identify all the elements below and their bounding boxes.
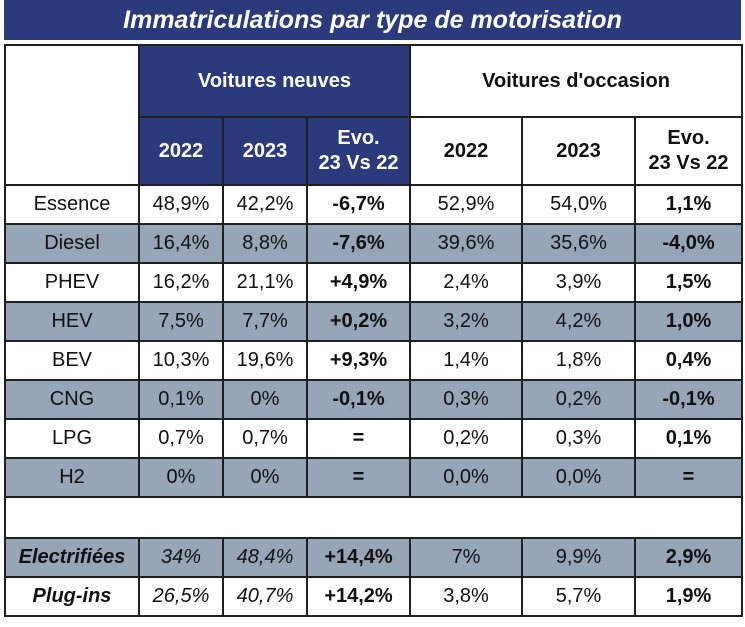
data-cell: 0,2% [521,379,637,420]
data-cell: 34% [138,537,224,578]
data-cell: 0,7% [138,418,224,459]
group-header-used: Voitures d'occasion [409,44,744,118]
data-cell: -7,6% [305,223,412,264]
data-cell: 19,6% [222,340,308,381]
data-cell: 26,5% [138,576,224,617]
data-cell: 0% [138,457,224,498]
table-row: H2 0% 0% = 0,0% 0,0% = [4,457,744,498]
evo-line2: 23 Vs 22 [648,152,729,174]
corner-cell [4,44,140,186]
data-cell: 1,4% [409,340,524,381]
data-cell: 0,1% [634,418,744,459]
data-cell: 0,2% [409,418,524,459]
data-cell: 0,1% [138,379,224,420]
data-cell: 42,2% [222,184,308,225]
row-label: PHEV [4,262,140,303]
table-row: LPG 0,7% 0,7% = 0,2% 0,3% 0,1% [4,418,744,459]
data-cell: 48,4% [222,537,308,578]
data-cell: +14,2% [305,576,412,617]
table-row: Essence 48,9% 42,2% -6,7% 52,9% 54,0% 1,1% [4,184,744,225]
row-label: CNG [4,379,140,420]
col-header-used-2022: 2022 [409,116,524,186]
data-cell: +0,2% [305,301,412,342]
data-cell: 54,0% [521,184,637,225]
registrations-table: Voitures neuves Voitures d'occasion 2022… [3,44,744,617]
data-cell: 3,2% [409,301,524,342]
data-cell: 39,6% [409,223,524,264]
data-cell: 52,9% [409,184,524,225]
data-cell: 3,9% [521,262,637,303]
data-cell: 7,5% [138,301,224,342]
evo-line1: Evo. [667,127,710,149]
data-cell: 0,4% [634,340,744,381]
data-cell: 35,6% [521,223,637,264]
data-cell: 0,0% [409,457,524,498]
data-cell: 3,8% [409,576,524,617]
data-cell: 7% [409,537,524,578]
data-cell: 8,8% [222,223,308,264]
data-cell: 21,1% [222,262,308,303]
data-cell: 16,4% [138,223,224,264]
col-header-used-evo: Evo. 23 Vs 22 [634,116,744,186]
data-cell: = [305,418,412,459]
col-header-new-2023: 2023 [222,116,308,186]
data-cell: 0,3% [521,418,637,459]
data-cell: 1,0% [634,301,744,342]
data-cell: 5,7% [521,576,637,617]
data-cell: -6,7% [305,184,412,225]
table-row: Electrifiées 34% 48,4% +14,4% 7% 9,9% 2,9% [4,537,744,578]
data-cell: 10,3% [138,340,224,381]
col-header-new-2022: 2022 [138,116,224,186]
row-label: Essence [4,184,140,225]
row-label: HEV [4,301,140,342]
row-label: LPG [4,418,140,459]
group-header-new: Voitures neuves [137,44,412,118]
row-label: Electrifiées [4,537,140,578]
data-cell: = [305,457,412,498]
data-cell: 4,2% [521,301,637,342]
evo-line2: 23 Vs 22 [318,152,399,174]
table-row: Plug-ins 26,5% 40,7% +14,2% 3,8% 5,7% 1,9% [4,576,744,617]
table-title: Immatriculations par type de motorisatio… [4,0,741,40]
row-label: H2 [4,457,140,498]
data-cell: -0,1% [634,379,744,420]
row-label: Diesel [4,223,140,264]
row-label: Plug-ins [4,576,140,617]
evo-line1: Evo. [337,127,380,149]
col-header-new-evo: Evo. 23 Vs 22 [305,116,412,186]
data-cell: -4,0% [634,223,744,264]
data-cell: 9,9% [521,537,637,578]
table-row: HEV 7,5% 7,7% +0,2% 3,2% 4,2% 1,0% [4,301,744,342]
data-cell: +14,4% [305,537,412,578]
col-header-used-2023: 2023 [521,116,637,186]
data-cell: 48,9% [138,184,224,225]
data-cell: -0,1% [305,379,412,420]
data-cell: 1,1% [634,184,744,225]
data-cell: 0,0% [521,457,637,498]
table-body: Essence 48,9% 42,2% -6,7% 52,9% 54,0% 1,1% Dies… [3,184,744,617]
data-cell: +9,3% [305,340,412,381]
row-label: BEV [4,340,140,381]
data-cell: 1,8% [521,340,637,381]
table-row: Diesel 16,4% 8,8% -7,6% 39,6% 35,6% -4,0% [4,223,744,264]
data-cell: 0,7% [222,418,308,459]
data-cell: 1,9% [634,576,744,617]
table-row: BEV 10,3% 19,6% +9,3% 1,4% 1,8% 0,4% [4,340,744,381]
spacer-row [3,496,744,539]
table-row: CNG 0,1% 0% -0,1% 0,3% 0,2% -0,1% [4,379,744,420]
data-cell: 0,3% [409,379,524,420]
data-cell: 7,7% [222,301,308,342]
data-cell: 0% [222,457,308,498]
data-cell: 2,9% [634,537,744,578]
data-cell: 16,2% [138,262,224,303]
data-cell: 40,7% [222,576,308,617]
data-cell: 2,4% [409,262,524,303]
data-cell: 1,5% [634,262,744,303]
data-cell: +4,9% [305,262,412,303]
table-row: PHEV 16,2% 21,1% +4,9% 2,4% 3,9% 1,5% [4,262,744,303]
spacer-cell [3,496,744,539]
data-cell: 0% [222,379,308,420]
data-cell: = [634,457,744,498]
